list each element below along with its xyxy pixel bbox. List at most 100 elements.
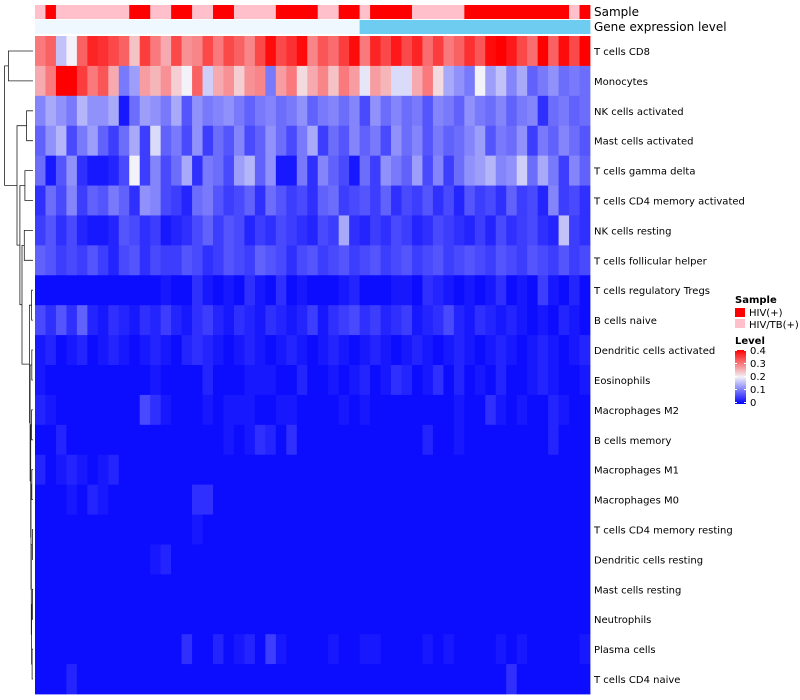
heatmap-cell	[223, 95, 235, 127]
heatmap-cell	[223, 634, 235, 665]
heatmap-cell	[139, 484, 151, 515]
annotation-cell-gene-expression-level	[108, 20, 120, 34]
heatmap-cell	[254, 185, 266, 216]
heatmap-cell	[35, 424, 46, 456]
heatmap-cell	[432, 454, 444, 486]
heatmap-cell	[286, 185, 298, 216]
heatmap-cell	[516, 454, 528, 486]
heatmap-cell	[558, 65, 570, 97]
heatmap-cell	[370, 424, 381, 456]
heatmap-cell	[443, 544, 455, 575]
annotation-cell-gene-expression-level	[66, 20, 78, 34]
heatmap-cell	[150, 215, 162, 246]
heatmap-cell	[411, 36, 423, 67]
heatmap-cell	[579, 394, 591, 426]
heatmap-cell	[506, 544, 518, 575]
heatmap-cell	[453, 454, 465, 486]
heatmap-cell	[129, 664, 141, 695]
heatmap-cell	[422, 604, 434, 635]
heatmap-cell	[506, 155, 518, 186]
heatmap-cell	[139, 125, 151, 157]
row-dendrogram	[4, 50, 33, 680]
heatmap-cell	[349, 65, 361, 97]
heatmap-cell	[516, 65, 528, 97]
heatmap-cell	[537, 305, 549, 336]
heatmap-cell	[139, 245, 151, 276]
heatmap-cell	[359, 454, 371, 486]
heatmap-cell	[296, 245, 308, 276]
heatmap-cell	[87, 634, 99, 665]
heatmap-cell	[296, 65, 308, 97]
heatmap-cell	[275, 275, 287, 306]
annotation-cell-sample	[160, 5, 172, 19]
heatmap-cell	[202, 305, 214, 336]
heatmap-cell	[171, 275, 182, 306]
heatmap-cell	[181, 365, 193, 396]
heatmap-cell	[233, 305, 245, 336]
heatmap-cell	[118, 155, 130, 186]
heatmap-cell	[516, 275, 528, 306]
heatmap-cell	[108, 275, 120, 306]
heatmap-cell	[213, 185, 224, 216]
heatmap-cell	[453, 335, 465, 366]
legend-label-hiv: HIV(+)	[749, 308, 783, 319]
annotation-cell-gene-expression-level	[76, 20, 88, 34]
heatmap-cell	[55, 275, 67, 306]
heatmap-cell	[422, 125, 434, 157]
heatmap-cell	[516, 514, 528, 545]
heatmap-cell	[97, 514, 109, 545]
heatmap-cell	[328, 125, 340, 157]
heatmap-cell	[66, 454, 78, 486]
heatmap-cell	[495, 514, 507, 545]
heatmap-cell	[495, 604, 507, 635]
heatmap-cell	[453, 36, 465, 67]
heatmap-cell	[244, 125, 256, 157]
heatmap-cell	[548, 185, 559, 216]
heatmap-cell	[579, 574, 591, 605]
heatmap-cell	[569, 634, 580, 665]
annotation-cell-gene-expression-level	[55, 20, 67, 34]
row-label: T cells CD4 naive	[593, 675, 680, 686]
heatmap-cell	[286, 574, 298, 605]
heatmap-cell	[76, 365, 88, 396]
dendrogram-branch	[30, 544, 33, 635]
heatmap-cell	[537, 514, 549, 545]
heatmap-cell	[422, 155, 434, 186]
heatmap-cell	[275, 484, 287, 515]
heatmap-cell	[569, 574, 580, 605]
heatmap-cell	[485, 335, 497, 366]
annotation-cell-gene-expression-level	[192, 20, 203, 34]
heatmap-cell	[317, 275, 329, 306]
heatmap-cell	[443, 664, 455, 695]
heatmap-cell	[453, 664, 465, 695]
heatmap-cell	[160, 245, 172, 276]
heatmap-cell	[401, 394, 413, 426]
heatmap-cell	[411, 424, 423, 456]
heatmap-cell	[495, 484, 507, 515]
heatmap-cell	[129, 484, 141, 515]
heatmap-cell	[66, 484, 78, 515]
heatmap-cell	[506, 65, 518, 97]
heatmap-cell	[485, 394, 497, 426]
heatmap-cell	[569, 604, 580, 635]
heatmap-cell	[380, 514, 392, 545]
heatmap-cell	[307, 454, 319, 486]
heatmap-cell	[129, 574, 141, 605]
heatmap-cell	[516, 36, 528, 67]
heatmap-cell	[569, 275, 580, 306]
heatmap-cell	[87, 305, 99, 336]
heatmap-cell	[558, 544, 570, 575]
heatmap-cell	[213, 634, 224, 665]
heatmap-cell	[296, 604, 308, 635]
heatmap-cell	[150, 155, 162, 186]
heatmap-cell	[537, 664, 549, 695]
heatmap-cell	[296, 634, 308, 665]
heatmap-cell	[516, 155, 528, 186]
heatmap-cell	[506, 305, 518, 336]
annotation-cell-gene-expression-level	[569, 20, 580, 34]
heatmap-cell	[150, 664, 162, 695]
heatmap-cell	[401, 484, 413, 515]
heatmap-cell	[317, 604, 329, 635]
heatmap-cell	[45, 95, 57, 127]
heatmap-cell	[66, 664, 78, 695]
